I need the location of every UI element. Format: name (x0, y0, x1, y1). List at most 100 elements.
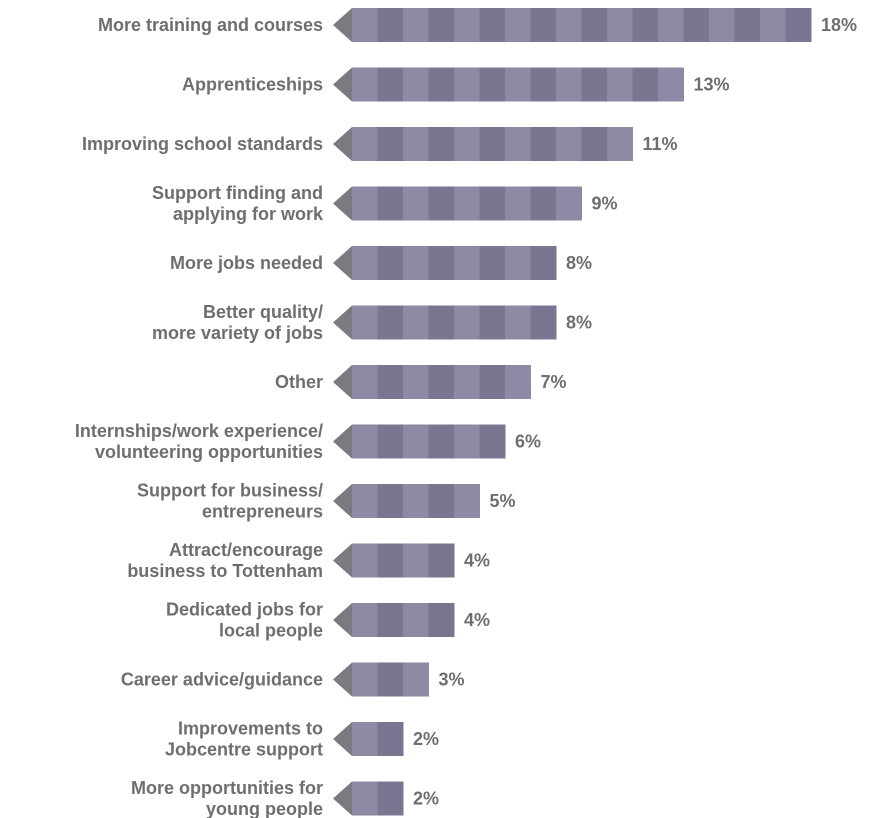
bar-segment (377, 484, 404, 518)
category-label-line: More opportunities for (131, 778, 323, 798)
bar-segment (454, 484, 480, 518)
category-label: Support for business/entrepreneurs (137, 481, 323, 522)
bar-segment (428, 424, 455, 459)
bar-segment (556, 186, 582, 221)
category-label-line: Improvements to (178, 719, 323, 739)
bar-segment (428, 127, 455, 161)
category-label: Support finding and applying for work (152, 183, 324, 224)
bar-segment (505, 127, 531, 161)
bar-segment (530, 246, 557, 280)
category-label-line: entrepreneurs (202, 502, 323, 522)
category-label: More jobs needed (170, 253, 323, 273)
bar-segment (479, 305, 506, 340)
bar-segment (403, 67, 429, 102)
bar-arrow (333, 484, 352, 518)
bar (352, 246, 557, 280)
bar (352, 365, 531, 399)
bar (352, 8, 812, 42)
bar-segment (581, 67, 608, 102)
bar-segment (403, 8, 429, 42)
category-label-line: Support for business/ (137, 481, 323, 501)
category-label-line: more variety of jobs (152, 323, 323, 343)
bar-arrow (333, 305, 352, 340)
bar-segment (377, 305, 404, 340)
bar (352, 662, 429, 697)
bar-segment (352, 127, 378, 161)
bar-row: Career advice/guidance 3% (121, 662, 465, 697)
bar-arrow (333, 186, 352, 221)
value-label: 8% (566, 313, 592, 333)
bar-segment (505, 365, 531, 399)
bar-segment (454, 8, 480, 42)
bar-row: Improving school standards 11% (82, 127, 678, 161)
bar-segment (428, 186, 455, 221)
category-label-line: Dedicated jobs for (166, 600, 323, 620)
bar-segment (377, 365, 404, 399)
category-label-line: applying for work (173, 204, 324, 224)
bar-segment (607, 67, 633, 102)
bar-row: Better quality/more variety of jobs 8% (152, 302, 592, 343)
bar-segment (377, 543, 404, 578)
bar-segment (479, 8, 506, 42)
bar-segment (683, 8, 710, 42)
bar-row: Apprenticeships 13% (182, 67, 730, 102)
bar-row: Dedicated jobs for local people 4% (166, 600, 490, 641)
bar-row: Attract/encourage business to Tottenham 4% (127, 540, 490, 581)
bar-segment (581, 8, 608, 42)
bar-segment (377, 246, 404, 280)
bar-segment (505, 246, 531, 280)
category-label: Attract/encourage business to Tottenham (127, 540, 323, 581)
value-label: 3% (439, 670, 465, 690)
bar-row: Improvements to Jobcentre support 2% (165, 719, 439, 760)
bar-segment (403, 365, 429, 399)
bar-segment (352, 424, 378, 459)
bar-segment (428, 67, 455, 102)
bar-segment (352, 246, 378, 280)
bar-segment (479, 67, 506, 102)
value-label: 9% (592, 194, 618, 214)
value-label: 18% (821, 15, 857, 35)
bar-segment (581, 127, 608, 161)
bar-segment (505, 305, 531, 340)
category-label: Improving school standards (82, 134, 323, 154)
category-label-line: local people (219, 621, 323, 641)
bar-segment (428, 365, 455, 399)
category-label-line: volunteering opportunities (95, 442, 323, 462)
bar-segment (377, 186, 404, 221)
bar-segment (403, 186, 429, 221)
value-label: 2% (413, 789, 439, 809)
bar-segment (377, 8, 404, 42)
bar-arrow (333, 781, 352, 816)
value-label: 4% (464, 610, 490, 630)
category-label: More opportunities for young people (131, 778, 323, 818)
value-label: 13% (694, 75, 730, 95)
bar-segment (428, 8, 455, 42)
category-label: Improvements to Jobcentre support (165, 719, 323, 760)
bar-segment (454, 186, 480, 221)
category-label-line: Jobcentre support (165, 740, 323, 760)
category-label-line: young people (206, 799, 323, 818)
bar-segment (454, 127, 480, 161)
bar-segment (530, 127, 557, 161)
bar-segment (734, 8, 761, 42)
category-label-line: More jobs needed (170, 253, 323, 273)
bar-segment (403, 484, 429, 518)
bar-segment (403, 662, 429, 697)
bar-segment (454, 365, 480, 399)
value-label: 8% (566, 253, 592, 273)
bar-segment (352, 67, 378, 102)
bar-segment (377, 781, 404, 816)
bar-segment (607, 8, 633, 42)
bar-segment (352, 186, 378, 221)
bar-row: Other 7% (275, 365, 567, 399)
bar-arrow (333, 67, 352, 102)
bar-segment (403, 127, 429, 161)
category-label: Better quality/more variety of jobs (152, 302, 323, 343)
bar-arrow (333, 246, 352, 280)
bar-segment (505, 8, 531, 42)
bar (352, 543, 455, 578)
category-label-line: Internships/work experience/ (75, 421, 323, 441)
bar-segment (403, 543, 429, 578)
bar-arrow (333, 662, 352, 697)
bar-segment (454, 246, 480, 280)
